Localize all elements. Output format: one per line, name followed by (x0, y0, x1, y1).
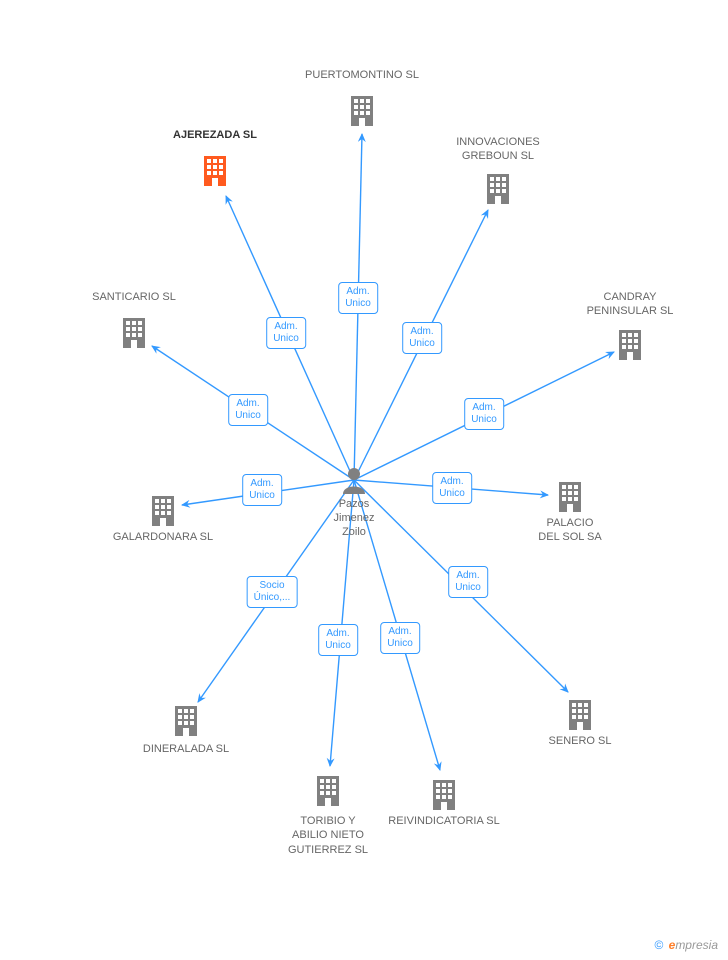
node-label[interactable]: PUERTOMONTINO SL (305, 68, 419, 82)
edge-label: Adm. Unico (402, 322, 442, 354)
node-label[interactable]: SENERO SL (549, 734, 612, 748)
building-icon[interactable] (429, 778, 459, 810)
edge-label: Adm. Unico (338, 282, 378, 314)
edge-label: Adm. Unico (228, 394, 268, 426)
building-icon[interactable] (171, 704, 201, 736)
footer-credit: © empresia (654, 938, 718, 952)
node-label[interactable]: REIVINDICATORIA SL (388, 814, 499, 828)
edge-label: Socio Único,... (247, 576, 298, 608)
edge-label: Adm. Unico (448, 566, 488, 598)
building-icon[interactable] (555, 480, 585, 512)
edge-label: Adm. Unico (242, 474, 282, 506)
building-icon[interactable] (313, 774, 343, 806)
edge-label: Adm. Unico (432, 472, 472, 504)
building-icon[interactable] (483, 172, 513, 204)
person-icon[interactable] (341, 466, 367, 494)
center-node-label: Pazos Jimenez Zoilo (334, 498, 375, 539)
building-icon[interactable] (347, 94, 377, 126)
node-label[interactable]: PALACIO DEL SOL SA (538, 516, 601, 545)
brand-rest: mpresia (675, 938, 718, 952)
node-label[interactable]: AJEREZADA SL (173, 128, 257, 142)
building-icon[interactable] (148, 494, 178, 526)
edge-label: Adm. Unico (318, 624, 358, 656)
node-label[interactable]: INNOVACIONES GREBOUN SL (456, 135, 540, 164)
node-label[interactable]: CANDRAY PENINSULAR SL (587, 290, 674, 319)
building-icon[interactable] (119, 316, 149, 348)
node-label[interactable]: GALARDONARA SL (113, 530, 213, 544)
edge-label: Adm. Unico (380, 622, 420, 654)
building-icon[interactable] (200, 154, 230, 186)
building-icon[interactable] (565, 698, 595, 730)
node-label[interactable]: SANTICARIO SL (92, 290, 176, 304)
edge-label: Adm. Unico (464, 398, 504, 430)
edge-label: Adm. Unico (266, 317, 306, 349)
building-icon[interactable] (615, 328, 645, 360)
node-label[interactable]: TORIBIO Y ABILIO NIETO GUTIERREZ SL (288, 814, 368, 857)
node-label[interactable]: DINERALADA SL (143, 742, 229, 756)
copyright-symbol: © (654, 938, 663, 952)
